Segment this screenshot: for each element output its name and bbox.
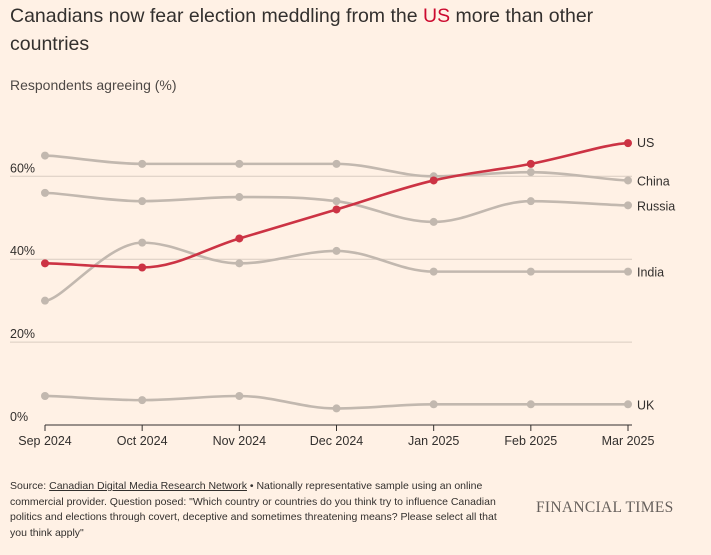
title-text-before: Canadians now fear election meddling fro…	[10, 5, 423, 27]
data-point	[41, 259, 49, 268]
data-point	[429, 400, 438, 409]
series-label-us: US	[637, 136, 654, 150]
x-tick-label: Jan 2025	[408, 434, 459, 448]
x-tick-label: Nov 2024	[213, 434, 267, 448]
data-point	[526, 159, 535, 168]
data-point	[41, 188, 49, 197]
data-point	[138, 159, 147, 168]
data-point	[332, 197, 341, 206]
source-prefix: Source:	[10, 480, 50, 492]
data-point	[624, 139, 632, 148]
series-label-russia: Russia	[637, 199, 675, 213]
series-label-india: India	[637, 266, 664, 280]
source-link[interactable]: Canadian Digital Media Research Network	[49, 480, 247, 492]
series-uk	[41, 391, 632, 413]
data-point	[235, 193, 244, 202]
title-text-after: more than other countries	[10, 5, 594, 55]
series-china	[41, 151, 632, 185]
data-point	[526, 267, 535, 276]
x-tick-label: Dec 2024	[310, 434, 364, 448]
data-point	[526, 168, 535, 177]
chart-subtitle: Respondents agreeing (%)	[10, 77, 177, 93]
source-note: • Nationally representative sample using…	[10, 480, 497, 539]
series-us	[41, 139, 632, 272]
y-tick-label: 60%	[10, 161, 35, 175]
data-point	[624, 267, 632, 276]
data-point	[41, 151, 49, 160]
footnote: Source: Canadian Digital Media Research …	[10, 479, 510, 541]
y-tick-label: 20%	[10, 327, 35, 341]
x-axis: Sep 2024 Oct 2024 Nov 2024 Dec 2024 Jan 2025…	[18, 424, 655, 448]
ft-logo: FINANCIAL TIMES	[536, 499, 674, 516]
x-tick-label: Mar 2025	[602, 434, 655, 448]
data-point	[138, 197, 147, 206]
series-russia	[41, 188, 632, 226]
chart-title: Canadians now fear election meddling fro…	[10, 2, 650, 58]
y-axis-ticks: 0% 20% 40% 60%	[10, 161, 35, 424]
data-point	[235, 391, 244, 400]
data-point	[526, 400, 535, 409]
title-highlight-us: US	[423, 5, 451, 27]
data-point	[332, 205, 341, 214]
y-tick-label: 40%	[10, 244, 35, 258]
data-point	[235, 159, 244, 168]
x-tick-label: Sep 2024	[18, 434, 72, 448]
series-india	[41, 238, 632, 305]
data-point	[138, 396, 147, 405]
series-label-china: China	[637, 174, 670, 188]
data-point	[332, 159, 341, 168]
data-point	[624, 201, 632, 210]
data-point	[624, 176, 632, 185]
data-point	[332, 404, 341, 413]
series-label-uk: UK	[637, 398, 655, 412]
data-point	[41, 391, 49, 400]
line-chart: 0% 20% 40% 60% Sep 2024 Oct 2024 Nov 2024 Dec …	[10, 136, 675, 448]
muted-series	[41, 151, 632, 413]
data-point	[624, 400, 632, 409]
data-point	[138, 238, 147, 247]
highlight-series	[41, 139, 632, 272]
gridlines	[10, 175, 632, 343]
y-tick-label: 0%	[10, 410, 28, 424]
data-point	[526, 197, 535, 206]
x-tick-label: Oct 2024	[117, 434, 168, 448]
data-point	[235, 259, 244, 268]
data-point	[41, 296, 49, 305]
data-point	[138, 263, 147, 272]
data-point	[429, 267, 438, 276]
data-point	[429, 217, 438, 226]
series-labels: China Russia India UK US	[637, 136, 675, 412]
data-point	[235, 234, 244, 243]
data-point	[429, 176, 438, 185]
x-tick-label: Feb 2025	[504, 434, 557, 448]
data-point	[332, 246, 341, 255]
